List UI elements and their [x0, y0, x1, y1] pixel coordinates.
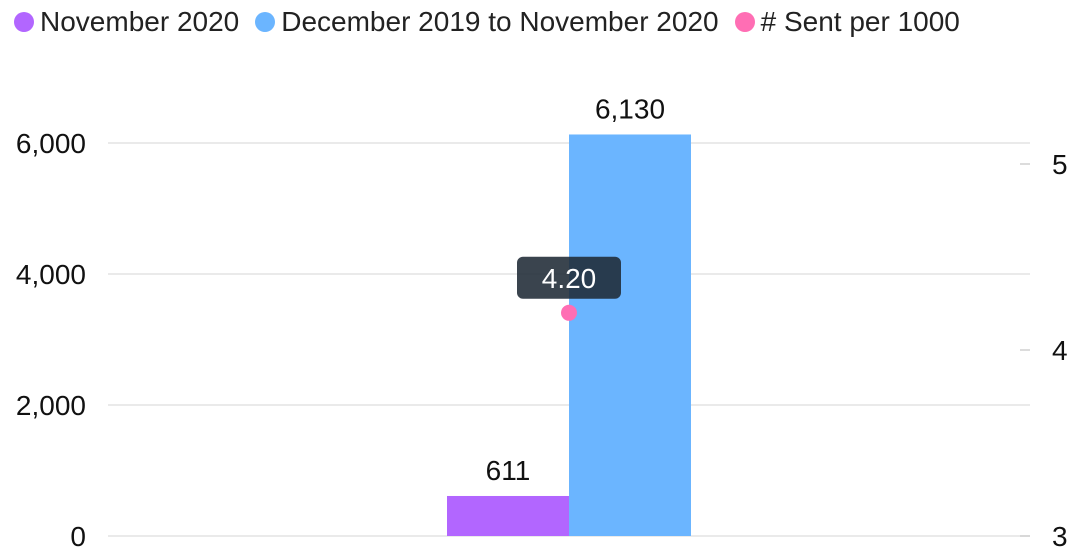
legend-swatch-dec-2019-nov-2020 — [255, 12, 276, 32]
point-sent-per-1000[interactable] — [561, 304, 577, 321]
bar-data-label: 6,130 — [595, 93, 665, 124]
bar-november-2020[interactable] — [447, 495, 569, 536]
legend-item-sent-per-1000[interactable]: # Sent per 1000 — [734, 6, 960, 38]
y-left-tick-label: 4,000 — [16, 259, 86, 290]
y-left-tick-label: 0 — [70, 521, 86, 551]
y-right-tick-label: 4 — [1052, 335, 1068, 366]
y-left-tick-label: 2,000 — [16, 390, 86, 421]
legend-item-november-2020[interactable]: November 2020 — [14, 6, 239, 38]
y-right-tick-label: 5 — [1052, 149, 1068, 180]
legend-label: December 2019 to November 2020 — [281, 6, 719, 37]
bar-dec-2019-nov-2020[interactable] — [569, 134, 691, 537]
legend-swatch-november-2020 — [14, 12, 34, 32]
legend-swatch-sent-per-1000 — [734, 12, 755, 32]
tooltip-box — [517, 256, 621, 299]
legend-label: November 2020 — [40, 6, 240, 37]
legend-label: # Sent per 1000 — [760, 6, 960, 37]
y-right-tick-label: 3 — [1052, 521, 1068, 551]
legend: November 2020 December 2019 to November … — [14, 4, 960, 40]
legend-item-dec-2019-nov-2020[interactable]: December 2019 to November 2020 — [255, 6, 719, 38]
point-data-label: 4.20 — [542, 263, 597, 294]
y-left-tick-label: 6,000 — [16, 128, 86, 159]
bar-data-label: 611 — [486, 455, 531, 486]
